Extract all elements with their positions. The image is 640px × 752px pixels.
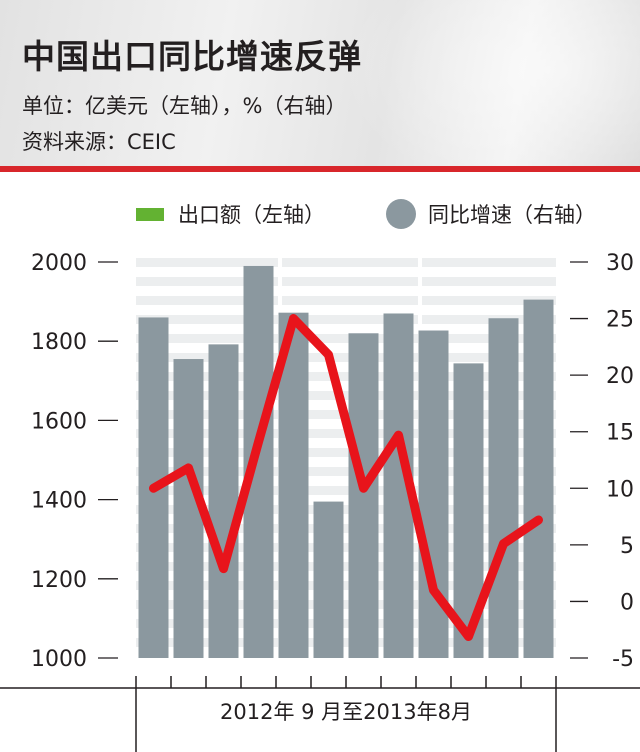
legend-item-line: 同比增速（右轴） — [386, 196, 596, 232]
growth-rate-line — [149, 314, 543, 642]
x-axis-label: 2012年 9 月至2013年8月 — [220, 700, 472, 724]
growth-point-2012-12 — [258, 441, 259, 443]
bar-2012-11 — [208, 344, 239, 658]
legend-bar-label: 出口额（左轴） — [178, 203, 325, 227]
right-axis-tick-label: 25 — [606, 308, 634, 333]
header-panel: 中国出口同比增速反弹 单位：亿美元（左轴），%（右轴） 资料来源：CEIC — [0, 0, 640, 166]
legend-item-bars: 出口额（左轴） — [136, 196, 325, 232]
bar-2013-02 — [313, 501, 344, 658]
header-rule — [0, 166, 640, 172]
background-band — [136, 258, 556, 267]
bar-2012-12 — [243, 265, 274, 658]
right-axis-tick-label: 10 — [606, 477, 634, 502]
background-band — [136, 562, 556, 571]
background-band — [136, 353, 556, 362]
background-band — [136, 638, 556, 647]
background-band — [136, 486, 556, 495]
chart-units: 单位：亿美元（左轴），%（右轴） — [22, 94, 347, 118]
background-band — [136, 296, 556, 305]
header-highlight — [340, 0, 640, 166]
growth-point-2013-03 — [363, 487, 364, 489]
background-band — [136, 391, 556, 400]
chart-source: 资料来源：CEIC — [22, 130, 176, 154]
legend-dot-swatch — [386, 199, 416, 229]
background-band — [136, 543, 556, 552]
background-band — [136, 600, 556, 609]
background-band — [136, 277, 556, 286]
bar-2013-07 — [488, 318, 519, 658]
right-axis-tick-label: 0 — [620, 590, 634, 615]
background-band — [136, 448, 556, 457]
right-axis-tick-label: 15 — [606, 421, 634, 446]
growth-point-2013-07 — [503, 543, 504, 545]
growth-point-2013-08 — [538, 519, 539, 521]
growth-point-2012-09 — [153, 487, 154, 489]
left-axis-tick-label: 1600 — [31, 409, 87, 434]
background-band — [136, 467, 556, 476]
background-band — [136, 581, 556, 590]
growth-point-2013-06 — [468, 636, 469, 638]
left-axis-tick-label: 1200 — [31, 568, 87, 593]
left-axis-tick-label: 1400 — [31, 489, 87, 514]
background-band — [136, 372, 556, 381]
left-axis-tick-label: 1800 — [31, 330, 87, 355]
growth-point-2013-01 — [293, 318, 294, 320]
background-band — [136, 619, 556, 628]
legend-bar-swatch — [136, 207, 164, 221]
background-band — [136, 505, 556, 514]
right-axis-tick-label: -5 — [612, 647, 634, 672]
growth-point-2012-10 — [188, 467, 189, 469]
growth-point-2013-02 — [328, 354, 329, 356]
legend-line-label: 同比增速（右轴） — [428, 203, 596, 227]
growth-point-2012-11 — [223, 568, 224, 570]
left-axis-tick-label: 2000 — [31, 251, 87, 276]
background-band — [136, 334, 556, 343]
chart-legend: 出口额（左轴） 同比增速（右轴） — [0, 196, 640, 232]
right-axis-tick-label: 20 — [606, 364, 634, 389]
left-axis-tick-label: 1000 — [31, 647, 87, 672]
bar-2013-08 — [523, 299, 554, 658]
chart-title: 中国出口同比增速反弹 — [22, 37, 362, 76]
background-band — [136, 315, 556, 324]
right-axis-tick-label: 30 — [606, 251, 634, 276]
growth-point-2013-05 — [433, 589, 434, 591]
bar-2013-03 — [348, 333, 379, 658]
growth-point-2013-04 — [398, 434, 399, 436]
background-band — [136, 524, 556, 533]
right-axis-tick-label: 5 — [620, 534, 634, 559]
